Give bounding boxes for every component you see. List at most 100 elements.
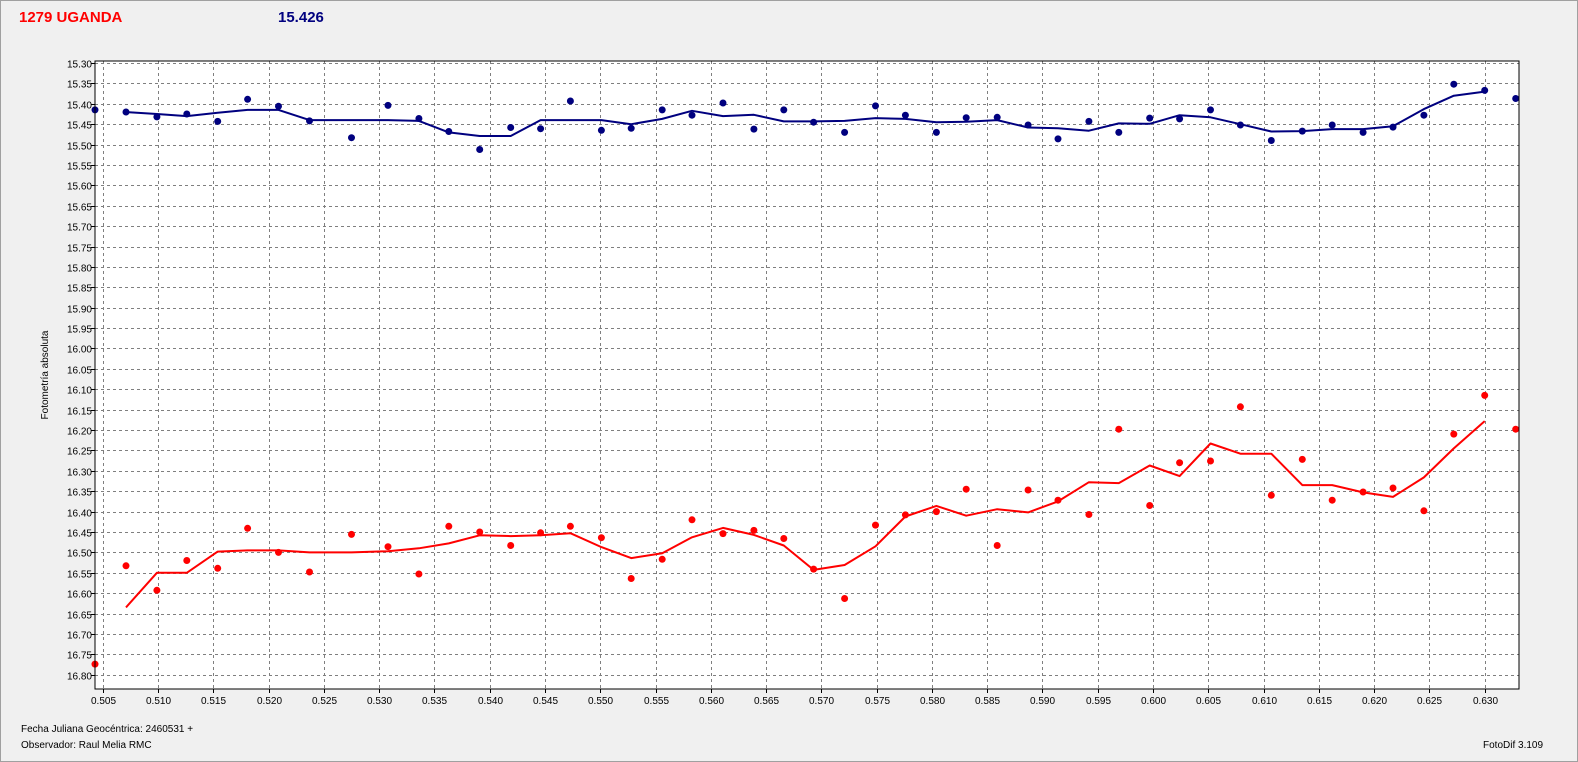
y-axis-label: Fotometría absoluta: [40, 330, 51, 419]
series-2-point: [1115, 425, 1123, 433]
x-tick-label: 0.515: [201, 696, 226, 707]
y-tick-label: 15.90: [67, 305, 92, 316]
x-tick-label: 0.525: [312, 696, 337, 707]
x-tick-label: 0.600: [1141, 696, 1166, 707]
series-points: [91, 80, 1520, 668]
series-1-point: [1054, 135, 1062, 143]
series-2-point: [780, 535, 788, 542]
series-2-point: [566, 522, 574, 530]
series-2-point: [415, 570, 423, 578]
x-tick-label: 0.590: [1030, 696, 1055, 707]
photometry-chart: 0.505 0.510 0.515 0.520 0.525 0.530 0.535 0.540…: [40, 60, 1520, 708]
series-1-point: [780, 106, 788, 114]
series-2-point: [688, 516, 696, 524]
x-tick-label: 0.510: [146, 696, 171, 707]
software-version-label: FotoDif 3.109: [1483, 740, 1544, 751]
axis-ticks: 0.505 0.510 0.515 0.520 0.525 0.530 0.535 0.540…: [67, 60, 1498, 708]
y-tick-label: 15.45: [67, 121, 92, 132]
x-tick-label: 0.550: [588, 696, 613, 707]
comparison-value-label: 15.426: [278, 9, 324, 26]
series-1-point: [445, 128, 453, 135]
series-1-point: [597, 126, 605, 134]
series-1-point: [1450, 80, 1458, 88]
series-1-point: [627, 124, 635, 132]
plot-border: [94, 60, 1520, 690]
series-1-point: [658, 106, 666, 114]
series-1-point: [1359, 128, 1367, 136]
y-tick-label: 16.10: [67, 386, 92, 397]
series-2-point: [1024, 486, 1032, 494]
series-2-point: [1298, 455, 1306, 463]
x-tick-label: 0.530: [367, 696, 392, 707]
y-tick-label: 16.50: [67, 549, 92, 560]
series-1-point: [122, 108, 130, 116]
x-tick-label: 0.585: [975, 696, 1000, 707]
y-tick-label: 16.65: [67, 611, 92, 622]
x-tick-label: 0.505: [91, 696, 116, 707]
series-1-point: [1146, 114, 1154, 122]
series-1-point: [688, 111, 696, 119]
y-tick-label: 15.35: [67, 80, 92, 91]
series-2-point: [384, 543, 392, 551]
series-2-point: [901, 511, 909, 519]
y-tick-label: 15.50: [67, 142, 92, 153]
y-tick-label: 16.20: [67, 427, 92, 438]
series-2-point: [810, 565, 818, 573]
series-2-point: [719, 530, 727, 538]
series-1-point: [384, 101, 392, 109]
y-tick-label: 16.40: [67, 509, 92, 520]
y-tick-label: 15.40: [67, 101, 92, 112]
series-2-point: [750, 526, 758, 534]
series-1-point: [1176, 115, 1184, 123]
x-tick-label: 0.540: [478, 696, 503, 707]
observer-label: Observador: Raul Melia RMC: [21, 740, 152, 751]
y-tick-label: 15.60: [67, 182, 92, 193]
y-tick-label: 15.80: [67, 264, 92, 275]
series-1-point: [507, 124, 515, 131]
series-1-point: [872, 102, 879, 110]
x-tick-label: 0.630: [1473, 696, 1498, 707]
x-tick-label: 0.605: [1196, 696, 1221, 707]
series-2-point: [1236, 403, 1244, 411]
series-2-point: [597, 534, 605, 542]
series-1-point: [932, 128, 940, 136]
y-tick-label: 15.85: [67, 284, 92, 295]
x-tick-label: 0.545: [533, 696, 558, 707]
series-2-point: [1481, 391, 1489, 399]
series-1-point: [183, 110, 191, 118]
y-tick-label: 15.30: [67, 60, 92, 71]
series-1-point: [476, 146, 484, 153]
x-tick-label: 0.560: [699, 696, 724, 707]
series-1-point: [1298, 127, 1306, 135]
series-2-point: [841, 595, 849, 602]
series-2-point: [627, 575, 635, 582]
series-1-point: [1267, 137, 1275, 144]
series-2-point: [275, 548, 282, 556]
y-tick-label: 16.60: [67, 590, 92, 601]
series-1-point: [1481, 86, 1489, 94]
series-2-point: [932, 508, 940, 516]
series-1-point: [993, 113, 1001, 121]
series-1-point: [1420, 111, 1428, 119]
series-1-point: [214, 117, 222, 125]
y-tick-label: 16.05: [67, 366, 92, 377]
series-1-point: [153, 113, 161, 121]
series-2-point: [507, 542, 515, 549]
series-1-point: [537, 125, 545, 133]
y-tick-label: 16.15: [67, 407, 92, 418]
x-tick-label: 0.620: [1362, 696, 1387, 707]
y-tick-label: 15.70: [67, 223, 92, 234]
series-2-point: [1420, 507, 1428, 515]
series-2-point: [214, 564, 222, 572]
series-1-point: [841, 128, 849, 136]
series-1-point: [962, 114, 970, 122]
series-1-point: [1024, 121, 1032, 129]
series-2-point: [1085, 511, 1093, 518]
y-tick-label: 16.80: [67, 672, 92, 683]
y-tick-label: 16.75: [67, 651, 92, 662]
series-1-point: [348, 134, 355, 142]
series-1-point: [566, 97, 574, 105]
series-1-point: [750, 125, 758, 133]
x-tick-label: 0.570: [809, 696, 834, 707]
y-tick-label: 15.95: [67, 325, 92, 336]
